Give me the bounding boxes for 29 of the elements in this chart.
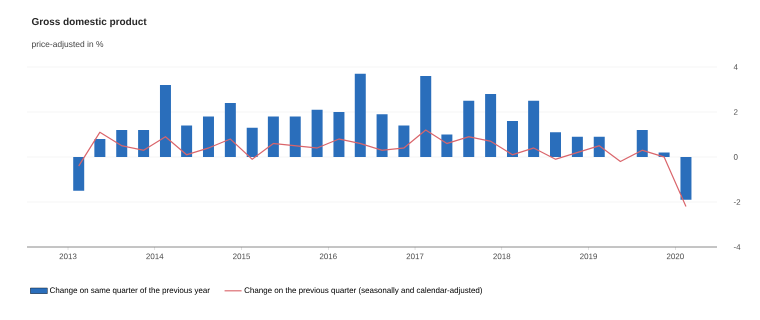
chart-title: Gross domestic product xyxy=(32,18,147,28)
bar xyxy=(506,121,518,158)
bar xyxy=(290,116,301,158)
bar xyxy=(333,112,344,158)
bar xyxy=(116,130,128,158)
bar xyxy=(636,130,648,158)
bar xyxy=(354,74,366,158)
bar xyxy=(160,85,171,158)
bar xyxy=(73,157,84,191)
bar xyxy=(246,128,258,158)
bar xyxy=(420,76,432,158)
bar xyxy=(398,126,410,158)
bar xyxy=(463,100,474,158)
bar xyxy=(224,103,236,158)
bar xyxy=(138,130,150,158)
bar xyxy=(94,139,106,158)
bar xyxy=(268,116,279,158)
chart-subtitle: price-adjusted in % xyxy=(32,40,104,49)
bar xyxy=(485,94,496,158)
bar xyxy=(594,136,605,158)
bar xyxy=(528,100,540,158)
bar xyxy=(202,116,214,158)
bar xyxy=(550,132,561,158)
bar xyxy=(441,134,452,158)
bar xyxy=(680,157,692,200)
bar xyxy=(312,110,323,158)
bar xyxy=(376,114,388,158)
bar xyxy=(572,136,583,158)
bar xyxy=(181,126,192,158)
